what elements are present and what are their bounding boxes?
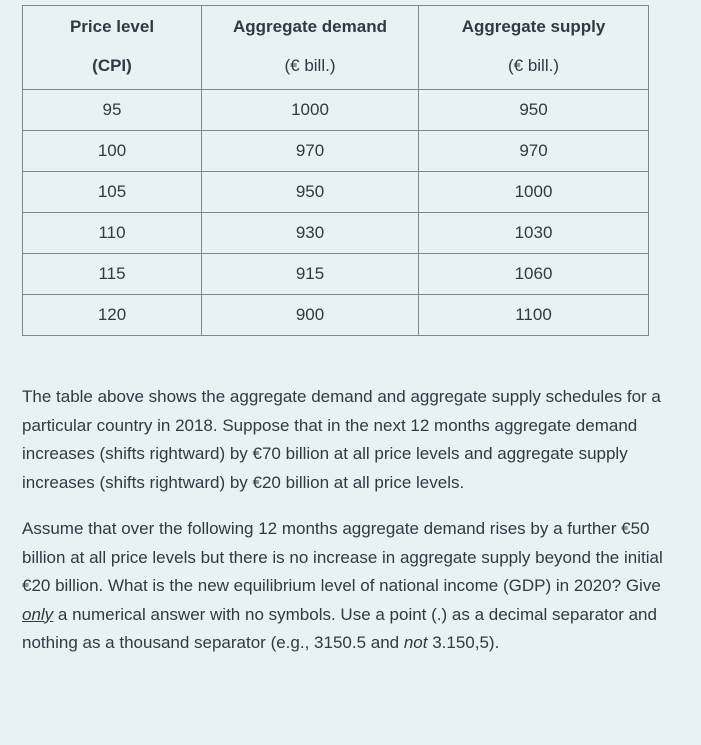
- cell-price-level: 100: [22, 130, 202, 172]
- question-page: Price level (CPI) Aggregate demand (€ bi…: [22, 5, 681, 658]
- ad-as-schedule-table: Price level (CPI) Aggregate demand (€ bi…: [22, 5, 649, 336]
- table-row: 110 930 1030: [22, 212, 649, 254]
- table-header-row: Price level (CPI) Aggregate demand (€ bi…: [22, 5, 649, 90]
- cell-aggregate-supply: 1100: [418, 294, 649, 336]
- cell-aggregate-supply: 1060: [418, 253, 649, 295]
- paragraph-2-text: a numerical answer with no symbols. Use …: [22, 604, 657, 653]
- column-title: Aggregate demand: [233, 17, 387, 36]
- cell-aggregate-demand: 950: [201, 171, 419, 213]
- column-header-price-level: Price level (CPI): [22, 5, 202, 90]
- cell-aggregate-demand: 970: [201, 130, 419, 172]
- cell-aggregate-demand: 930: [201, 212, 419, 254]
- question-text: The table above shows the aggregate dema…: [22, 383, 681, 658]
- table-row: 100 970 970: [22, 130, 649, 172]
- cell-aggregate-supply: 1000: [418, 171, 649, 213]
- emphasis-not: not: [403, 633, 428, 652]
- cell-aggregate-supply: 970: [418, 130, 649, 172]
- table-row: 105 950 1000: [22, 171, 649, 213]
- table-row: 95 1000 950: [22, 89, 649, 131]
- column-header-aggregate-supply: Aggregate supply (€ bill.): [418, 5, 649, 90]
- column-title: Price level: [69, 17, 155, 36]
- cell-price-level: 115: [22, 253, 202, 295]
- paragraph-2-text: Assume that over the following 12 months…: [22, 519, 663, 595]
- cell-aggregate-supply: 950: [418, 89, 649, 131]
- cell-aggregate-demand: 915: [201, 253, 419, 295]
- cell-price-level: 120: [22, 294, 202, 336]
- table-row: 120 900 1100: [22, 294, 649, 336]
- question-paragraph-2: Assume that over the following 12 months…: [22, 515, 681, 658]
- cell-aggregate-demand: 900: [201, 294, 419, 336]
- column-subtitle: (CPI): [92, 56, 132, 75]
- paragraph-2-text: 3.150,5).: [427, 633, 500, 652]
- column-title: Aggregate supply: [461, 17, 606, 36]
- column-subtitle: (€ bill.): [507, 56, 559, 75]
- cell-aggregate-demand: 1000: [201, 89, 419, 131]
- cell-price-level: 110: [22, 212, 202, 254]
- cell-aggregate-supply: 1030: [418, 212, 649, 254]
- question-paragraph-1: The table above shows the aggregate dema…: [22, 387, 661, 492]
- column-subtitle: (€ bill.): [284, 56, 336, 75]
- emphasis-only: only: [22, 604, 54, 624]
- cell-price-level: 105: [22, 171, 202, 213]
- cell-price-level: 95: [22, 89, 202, 131]
- column-header-aggregate-demand: Aggregate demand (€ bill.): [201, 5, 419, 90]
- table-row: 115 915 1060: [22, 253, 649, 295]
